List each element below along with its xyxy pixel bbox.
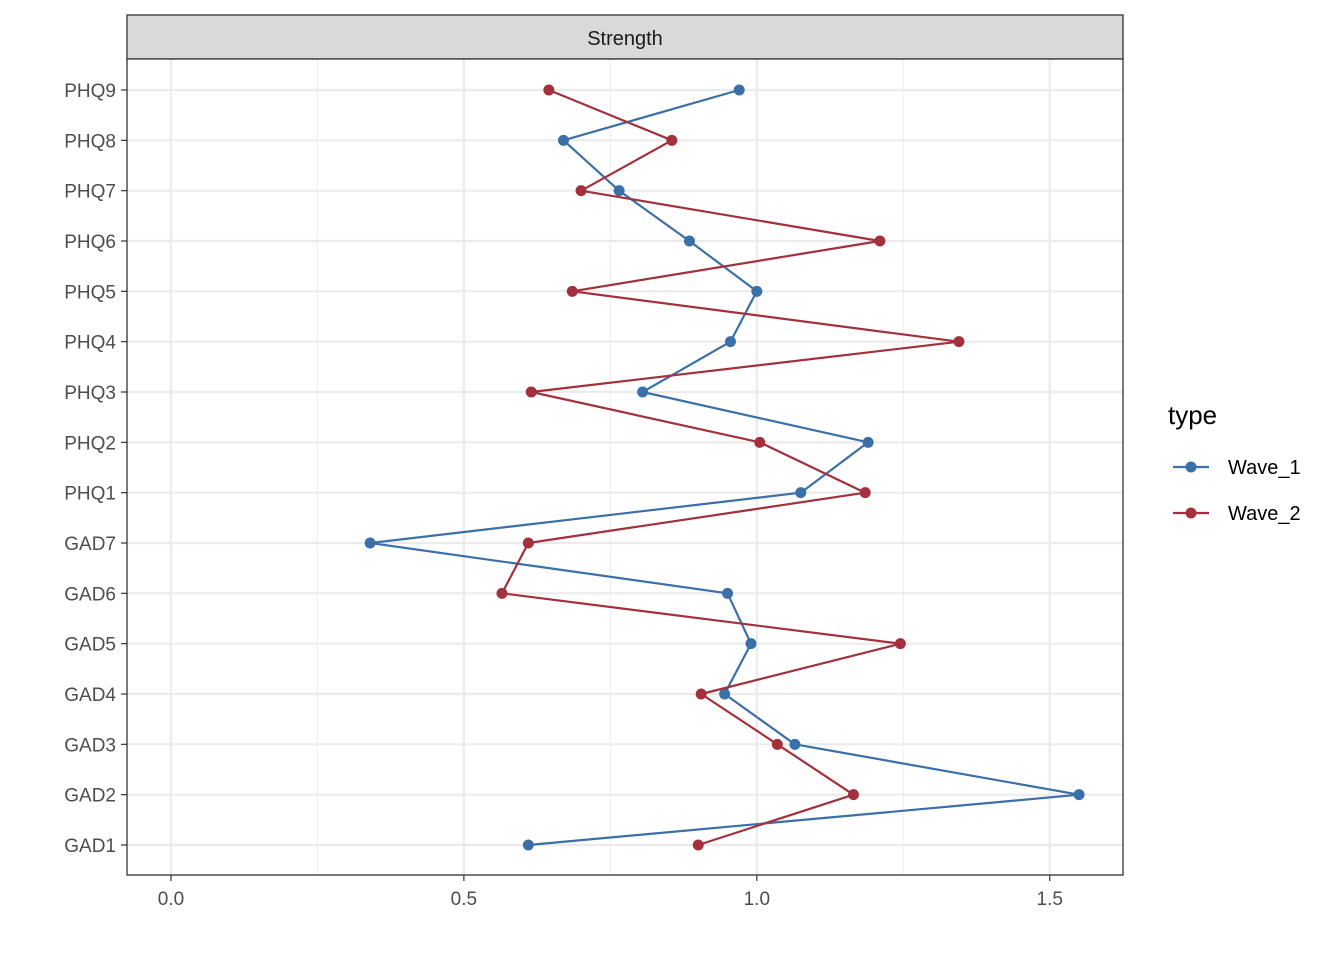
x-tick-label: 0.5 [451, 889, 477, 910]
y-tick-label: PHQ1 [64, 484, 116, 505]
data-point [874, 235, 886, 247]
series-layer [364, 84, 1085, 851]
data-point [754, 436, 766, 448]
data-point [733, 84, 745, 96]
data-point [724, 336, 736, 348]
data-point [525, 386, 537, 398]
data-point [543, 84, 555, 96]
legend-label: Wave_1 [1228, 457, 1301, 479]
series-line [369, 88, 1081, 847]
legend-item-wave-2: Wave_2 [1173, 503, 1301, 525]
legend: type Wave_1 Wave_2 [1168, 400, 1301, 525]
panel-background [127, 59, 1123, 875]
legend-item-wave-1: Wave_1 [1173, 457, 1301, 479]
data-point [522, 839, 534, 851]
y-tick-label: GAD7 [64, 534, 116, 555]
legend-title: type [1168, 400, 1217, 430]
y-tick-label: PHQ4 [64, 333, 116, 354]
data-point [722, 587, 734, 599]
legend-key-point [1185, 507, 1197, 519]
data-point [683, 235, 695, 247]
y-tick-label: GAD1 [64, 836, 116, 857]
y-tick-label: GAD5 [64, 635, 116, 656]
data-point [719, 688, 731, 700]
data-point [745, 638, 757, 650]
data-point [692, 839, 704, 851]
y-tick-label: PHQ6 [64, 232, 116, 253]
facet-strip: Strength [126, 14, 1124, 60]
data-point [789, 738, 801, 750]
data-point [1073, 789, 1085, 801]
panel-border [126, 58, 1124, 876]
plot-panel [126, 58, 1124, 876]
y-tick-label: PHQ7 [64, 182, 116, 203]
facet-title: Strength [587, 28, 663, 50]
series-line [500, 88, 961, 847]
legend-items: Wave_1 Wave_2 [1173, 457, 1301, 525]
x-tick-label: 1.5 [1037, 889, 1063, 910]
data-point [557, 134, 569, 146]
y-tick-label: GAD3 [64, 735, 116, 756]
data-point [771, 738, 783, 750]
series-wave-2 [496, 84, 965, 851]
y-tick-label: PHQ8 [64, 131, 116, 152]
data-point [637, 386, 649, 398]
x-axis: 0.0 0.5 1.0 1.5 [158, 875, 1063, 910]
data-point [953, 336, 965, 348]
data-point [566, 285, 578, 297]
data-point [666, 134, 678, 146]
y-axis: GAD1 GAD2 GAD3 GAD4 GAD5 GAD6 GAD7 PHQ1 PHQ2 PHQ3… [64, 81, 127, 857]
data-point [859, 487, 871, 499]
data-point [751, 285, 763, 297]
data-point [847, 789, 859, 801]
data-point [862, 436, 874, 448]
legend-label: Wave_2 [1228, 503, 1301, 525]
data-point [695, 688, 707, 700]
x-tick-label: 0.0 [158, 889, 184, 910]
data-point [496, 587, 508, 599]
facet-strip-background [126, 14, 1124, 60]
gridlines [127, 59, 1123, 875]
data-point [575, 185, 587, 197]
data-point [613, 185, 625, 197]
y-tick-label: PHQ2 [64, 433, 116, 454]
data-point [522, 537, 534, 549]
y-tick-label: GAD2 [64, 786, 116, 807]
legend-key-point [1185, 461, 1197, 473]
data-point [894, 638, 906, 650]
y-tick-label: PHQ3 [64, 383, 116, 404]
data-point [795, 487, 807, 499]
y-tick-label: PHQ5 [64, 282, 116, 303]
y-tick-label: PHQ9 [64, 81, 116, 102]
x-tick-label: 1.0 [744, 889, 770, 910]
series-wave-1 [364, 84, 1085, 851]
data-point [364, 537, 376, 549]
y-tick-label: GAD6 [64, 584, 116, 605]
y-tick-label: GAD4 [64, 685, 116, 706]
